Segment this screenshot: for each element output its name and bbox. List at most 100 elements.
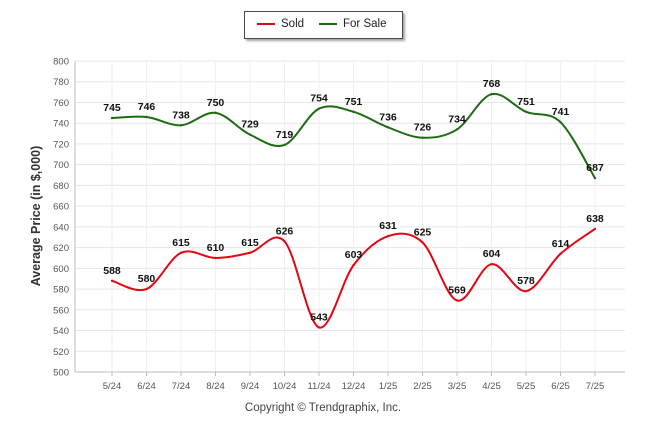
legend-item-for-sale: For Sale [319, 18, 386, 30]
x-tick-label: 2/25 [413, 381, 432, 392]
data-point-sold [421, 241, 424, 244]
copyright-credit: Copyright © Trendgraphix, Inc. [244, 402, 402, 414]
y-tick-label: 640 [53, 222, 69, 233]
x-tick-label: 7/25 [586, 381, 605, 392]
data-label-for-sale: 751 [517, 96, 535, 108]
data-label-sold: 588 [103, 265, 121, 277]
data-label-for-sale: 736 [379, 111, 397, 123]
series-line-sold [111, 228, 596, 329]
data-label-sold: 614 [552, 238, 570, 250]
x-tick-label: 12/24 [342, 381, 366, 392]
x-tick-label: 7/24 [172, 381, 191, 392]
data-point-for-sale [145, 115, 148, 119]
data-point-for-sale [455, 128, 459, 131]
data-point-for-sale [248, 133, 252, 136]
series-for-sale: 745 746 738 750 729 719 754 751 736 726 734 768 751 7… [103, 78, 604, 180]
chart-legend: Sold For Sale [244, 11, 403, 39]
data-label-sold: 603 [345, 249, 363, 261]
data-point-sold [317, 326, 321, 329]
data-point-sold [593, 227, 597, 231]
data-label-for-sale: 751 [345, 96, 363, 108]
data-point-for-sale [593, 176, 597, 180]
data-point-sold [455, 299, 459, 302]
data-label-for-sale: 746 [138, 101, 156, 113]
data-label-sold: 578 [517, 275, 535, 287]
y-tick-label: 760 [53, 98, 69, 109]
x-tick-label: 8/24 [206, 381, 225, 392]
data-label-for-sale: 768 [483, 78, 501, 90]
data-point-sold [110, 279, 114, 282]
data-point-sold [490, 262, 493, 266]
data-label-for-sale: 726 [414, 122, 432, 134]
y-tick-label: 660 [53, 202, 69, 213]
data-point-sold [145, 287, 148, 291]
data-point-for-sale [179, 124, 183, 127]
data-point-sold [524, 289, 528, 293]
x-tick-label: 5/24 [103, 381, 122, 392]
data-label-sold: 610 [207, 242, 225, 254]
y-tick-label: 600 [53, 264, 69, 275]
data-label-for-sale: 745 [103, 102, 121, 114]
y-tick-label: 560 [53, 305, 69, 316]
y-tick-label: 780 [53, 77, 69, 88]
data-label-for-sale: 734 [448, 113, 466, 125]
x-tick-label: 6/25 [551, 381, 570, 392]
x-tick-label: 4/25 [482, 381, 501, 392]
y-tick-label: 620 [53, 243, 69, 254]
y-tick-label: 700 [53, 160, 69, 171]
data-point-for-sale [490, 92, 493, 96]
data-point-for-sale [110, 116, 114, 120]
y-tick-label: 520 [53, 347, 69, 358]
data-label-for-sale: 687 [586, 162, 604, 174]
y-tick-label: 740 [53, 119, 69, 130]
y-tick-label: 540 [53, 326, 69, 337]
data-point-for-sale [559, 120, 562, 124]
data-point-sold [248, 251, 252, 254]
x-tick-label: 10/24 [273, 381, 297, 392]
data-point-for-sale [283, 143, 286, 147]
data-label-sold: 631 [379, 220, 397, 232]
y-tick-label: 720 [53, 139, 69, 150]
x-tick-label: 3/25 [448, 381, 467, 392]
data-point-for-sale [524, 110, 528, 113]
legend-label-for-sale: For Sale [343, 18, 387, 30]
x-tick-label: 5/25 [517, 381, 536, 392]
data-label-sold: 626 [276, 225, 294, 237]
data-label-sold: 638 [586, 213, 604, 225]
x-tick-label: 9/24 [241, 381, 260, 392]
data-point-sold [352, 264, 355, 267]
series-sold: 588 580 615 610 615 626 543 603 631 625 569 604 578 6… [103, 213, 604, 329]
data-label-sold: 615 [241, 237, 259, 249]
y-tick-label: 580 [53, 285, 69, 296]
y-tick-label: 800 [53, 57, 69, 68]
data-label-for-sale: 741 [552, 106, 570, 118]
data-label-for-sale: 729 [241, 119, 259, 131]
data-point-for-sale [214, 111, 217, 115]
legend-swatch-sold [257, 22, 275, 25]
data-point-for-sale [386, 126, 390, 129]
data-label-for-sale: 754 [310, 93, 328, 105]
data-label-sold: 604 [483, 248, 501, 260]
legend-swatch-for-sale [319, 22, 337, 25]
data-point-sold [283, 240, 286, 243]
x-tick-label: 6/24 [137, 381, 156, 392]
data-label-for-sale: 719 [276, 129, 294, 141]
data-point-sold [559, 252, 562, 256]
x-tick-label: 11/24 [307, 381, 330, 392]
x-tick-label: 1/25 [379, 381, 398, 392]
data-point-sold [179, 251, 183, 254]
data-label-sold: 569 [448, 284, 466, 296]
data-point-sold [386, 234, 390, 238]
y-axis-title: Average Price (in $,000) [29, 145, 43, 287]
data-label-sold: 625 [414, 226, 432, 238]
legend-item-sold: Sold [257, 18, 304, 30]
y-tick-label: 680 [53, 181, 69, 192]
data-label-for-sale: 750 [207, 97, 225, 109]
data-point-for-sale [352, 110, 355, 113]
data-label-sold: 543 [310, 311, 328, 323]
data-point-for-sale [421, 136, 424, 139]
data-label-sold: 580 [138, 273, 156, 285]
data-point-sold [214, 256, 217, 260]
y-tick-label: 500 [53, 368, 69, 379]
